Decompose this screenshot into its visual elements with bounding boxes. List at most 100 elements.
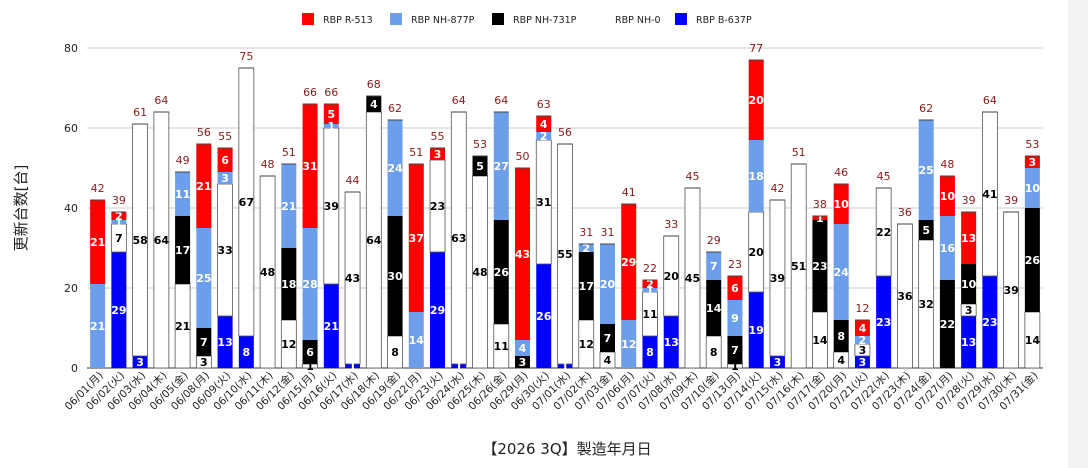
y-tick-label: 80 bbox=[64, 42, 78, 55]
bar-stack: 1 63 64 bbox=[450, 94, 467, 373]
bar-stack: 64 4 68 bbox=[365, 78, 382, 369]
bar-total-label: 39 bbox=[112, 194, 126, 207]
bar-total-label: 33 bbox=[664, 218, 678, 231]
bar-total-label: 64 bbox=[494, 94, 508, 107]
bar-stack: 51 51 bbox=[790, 146, 807, 369]
bar-segment bbox=[727, 276, 743, 300]
bar-segment bbox=[812, 220, 828, 312]
bar-segment bbox=[302, 340, 318, 364]
bar-segment bbox=[111, 220, 127, 224]
segment-data-label: 26 bbox=[494, 266, 510, 279]
segment-data-label: 17 bbox=[175, 244, 190, 257]
segment-data-label: 39 bbox=[1003, 284, 1018, 297]
bar-segment bbox=[451, 364, 467, 368]
segment-data-label: 10 bbox=[1025, 182, 1041, 195]
segment-data-label: 51 bbox=[791, 260, 806, 273]
segment-data-label: 55 bbox=[557, 248, 572, 261]
segment-data-label: 21 bbox=[175, 320, 190, 333]
segment-data-label: 13 bbox=[664, 336, 679, 349]
segment-data-label: 3 bbox=[859, 356, 867, 369]
bar-total-label: 51 bbox=[792, 146, 806, 159]
segment-data-label: 18 bbox=[281, 278, 296, 291]
segment-data-label: 8 bbox=[710, 346, 718, 359]
segment-data-label: 31 bbox=[302, 160, 317, 173]
segment-data-label: 12 bbox=[579, 338, 594, 351]
segment-data-label: 13 bbox=[961, 336, 976, 349]
bar-total-label: 62 bbox=[919, 102, 933, 115]
segment-data-label: 3 bbox=[1029, 156, 1037, 169]
bar-total-label: 23 bbox=[728, 258, 742, 271]
bar-segment bbox=[833, 184, 849, 224]
bar-total-label: 49 bbox=[176, 154, 190, 167]
segment-data-label: 7 bbox=[115, 232, 123, 245]
segment-data-label: 3 bbox=[136, 356, 144, 369]
bar-stack: 23 41 64 bbox=[981, 94, 998, 368]
bar-segment bbox=[323, 284, 339, 368]
segment-data-label: 29 bbox=[430, 304, 445, 317]
bar-segment bbox=[408, 312, 424, 368]
bar-total-label: 77 bbox=[749, 42, 763, 55]
bar-segment bbox=[493, 220, 509, 324]
segment-data-label: 3 bbox=[519, 356, 527, 369]
segment-data-label: 28 bbox=[302, 278, 317, 291]
bar-stack: 39 39 bbox=[1003, 194, 1020, 369]
bar-total-label: 45 bbox=[877, 170, 891, 183]
segment-data-label: 2 bbox=[646, 278, 654, 291]
segment-data-label: 8 bbox=[646, 346, 654, 359]
y-tick-label: 20 bbox=[64, 282, 78, 295]
bar-segment bbox=[812, 216, 828, 220]
bar-segment bbox=[706, 280, 722, 336]
bar-stack: 21 17 11 49 bbox=[174, 154, 191, 369]
bar-total-label: 75 bbox=[239, 50, 253, 63]
bar-stack: 13 3 10 13 39 bbox=[960, 194, 977, 368]
segment-data-label: 3 bbox=[200, 356, 208, 369]
segment-data-label: 45 bbox=[685, 272, 700, 285]
segment-data-label: 20 bbox=[600, 278, 616, 291]
bar-stack: 64 64 bbox=[153, 94, 169, 369]
bar-stack: 14 23 138 bbox=[812, 198, 828, 369]
bar-segment bbox=[90, 200, 106, 284]
segment-data-label: 1 bbox=[115, 216, 123, 229]
legend-label: RBP B-637P bbox=[696, 15, 752, 26]
bar-stack: 4 7 20 31 bbox=[599, 226, 616, 369]
y-tick-label: 40 bbox=[64, 202, 78, 215]
scrollbar-track[interactable] bbox=[1068, 0, 1088, 468]
bar-segment bbox=[578, 252, 594, 320]
segment-data-label: 9 bbox=[731, 312, 739, 325]
bar-stack: 1 7 9 6 23 bbox=[727, 258, 743, 373]
bar-segment bbox=[961, 316, 977, 368]
segment-data-label: 3 bbox=[965, 304, 973, 317]
bar-total-label: 39 bbox=[962, 194, 976, 207]
bar-segment bbox=[961, 212, 977, 264]
bar-total-label: 44 bbox=[346, 174, 360, 187]
bar-segment bbox=[748, 292, 764, 368]
bar-stack: 8 14 7 29 bbox=[705, 234, 722, 369]
segment-data-label: 20 bbox=[664, 270, 680, 283]
bar-stack: 48 5 53 bbox=[472, 138, 488, 369]
bar-total-label: 53 bbox=[473, 138, 487, 151]
bar-stack: 32 5 25 62 bbox=[918, 102, 935, 369]
segment-data-label: 6 bbox=[306, 346, 314, 359]
bar-segment bbox=[663, 316, 679, 368]
segment-data-label: 1 bbox=[816, 212, 824, 225]
bar-total-label: 66 bbox=[324, 86, 338, 99]
segment-data-label: 14 bbox=[1025, 334, 1041, 347]
bar-segment bbox=[281, 248, 297, 320]
segment-data-label: 23 bbox=[430, 200, 445, 213]
bar-stack: 12 18 21 51 bbox=[280, 146, 297, 369]
segment-data-label: 2 bbox=[115, 210, 123, 223]
segment-data-label: 16 bbox=[940, 242, 956, 255]
segment-data-label: 48 bbox=[260, 266, 275, 279]
segment-data-label: 20 bbox=[749, 94, 765, 107]
segment-data-label: 11 bbox=[175, 188, 190, 201]
segment-data-label: 19 bbox=[749, 324, 764, 337]
bar-segment bbox=[111, 212, 127, 220]
segment-data-label: 21 bbox=[324, 320, 339, 333]
segment-data-label: 29 bbox=[111, 304, 126, 317]
legend-item: RBP R-513 bbox=[302, 13, 373, 26]
bar-segment bbox=[769, 356, 785, 368]
bar-stack: 12 29 41 bbox=[621, 186, 636, 368]
segment-data-label: 26 bbox=[536, 310, 552, 323]
bar-segment bbox=[302, 228, 318, 340]
